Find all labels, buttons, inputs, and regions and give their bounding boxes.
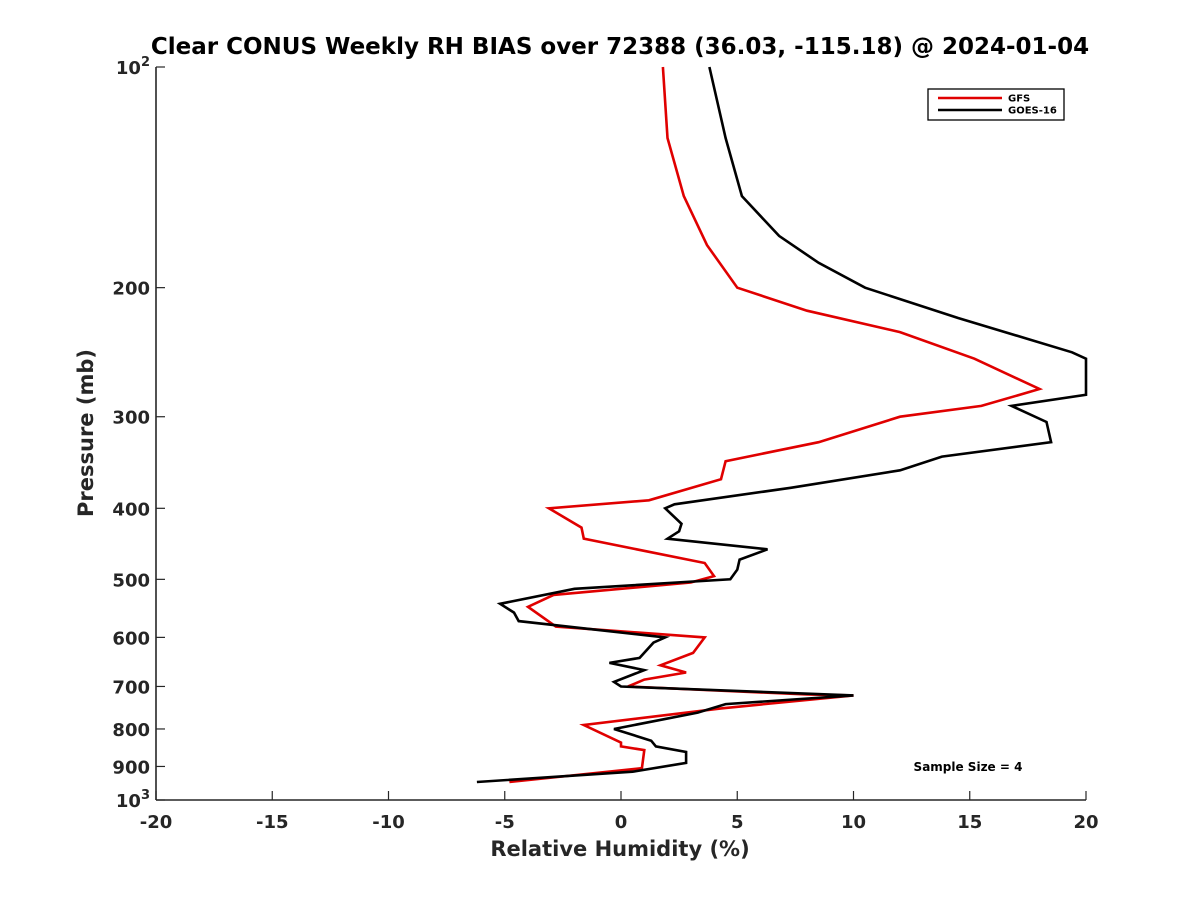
y-tick-label: 800 — [112, 720, 150, 741]
sample-size-annotation: Sample Size = 4 — [914, 760, 1023, 774]
y-tick-label: 200 — [112, 279, 150, 300]
x-tick-label: -20 — [140, 812, 173, 833]
legend: GFS GOES-16 — [927, 88, 1065, 121]
x-tick-label: 20 — [1073, 812, 1098, 833]
x-tick-label: 0 — [615, 812, 628, 833]
y-tick-label: 500 — [112, 570, 150, 591]
y-tick-label: 300 — [112, 408, 150, 429]
y-axis-label: Pressure (mb) — [74, 349, 98, 517]
x-axis-label: Relative Humidity (%) — [490, 837, 749, 861]
y-tick-label: 400 — [112, 499, 150, 520]
x-tick-label: 5 — [731, 812, 744, 833]
x-axis-ticks: -20 -15 -10 -5 0 5 10 15 20 — [140, 791, 1099, 833]
x-tick-label: -5 — [495, 812, 515, 833]
y-tick-label: 700 — [112, 677, 150, 698]
series-line-goes16 — [476, 66, 1088, 784]
x-tick-label: -10 — [372, 812, 405, 833]
legend-box — [927, 88, 1065, 121]
legend-label-goes16: GOES-16 — [1008, 106, 1057, 117]
x-tick-label: 15 — [957, 812, 982, 833]
legend-label-gfs: GFS — [1008, 94, 1030, 105]
chart-title: Clear CONUS Weekly RH BIAS over 72388 (3… — [151, 34, 1089, 60]
series-line-gfs — [509, 66, 1044, 784]
y-tick-label: 900 — [112, 757, 150, 778]
y-tick-label: 600 — [112, 628, 150, 649]
x-tick-label: -15 — [256, 812, 289, 833]
x-tick-label: 10 — [841, 812, 866, 833]
series-layer — [476, 66, 1088, 784]
